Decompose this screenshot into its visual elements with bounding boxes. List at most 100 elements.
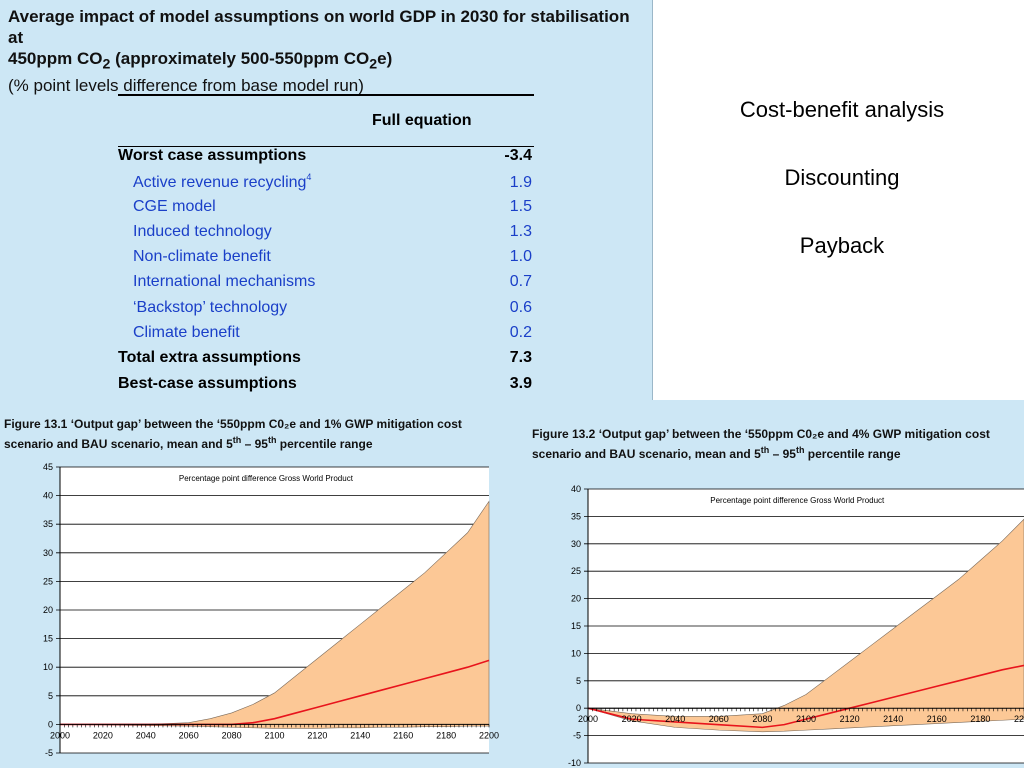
table-row: Worst case assumptions -3.4 — [118, 147, 534, 172]
y-tick-label: 5 — [576, 676, 581, 686]
output-gap-chart-2: -10 -5 0 5 10 15 20 25 30 35 40 2000 2020 2040 2060 208… — [568, 484, 1024, 768]
x-tick-label: 2100 — [264, 730, 284, 740]
x-tick-label: 2040 — [136, 730, 156, 740]
table-header-rule — [118, 146, 534, 147]
title-part: e) — [377, 49, 393, 68]
caption-part: percentile range — [276, 437, 373, 451]
y-tick-label: -5 — [573, 731, 581, 741]
title-sub: 2 — [102, 56, 111, 73]
table-title: Average impact of model assumptions on w… — [8, 6, 648, 96]
note-payback: Payback — [799, 233, 885, 258]
y-tick-label: 35 — [43, 519, 53, 529]
y-tick-label: 40 — [43, 491, 53, 501]
x-tick-label: 2120 — [840, 714, 860, 724]
row-value: 1.5 — [509, 197, 532, 215]
x-tick-label: 2060 — [179, 730, 199, 740]
title-part: 450ppm CO — [8, 49, 103, 68]
table-row: Non-climate benefit 1.0 — [118, 248, 534, 273]
table-row: Climate benefit 0.2 — [118, 324, 534, 349]
title-part: (approximately 500-550ppm CO — [110, 49, 370, 68]
row-label: International mechanisms — [133, 273, 316, 291]
row-value: 3.9 — [509, 374, 532, 392]
figure-13-1-panel: Figure 13.1 ‘Output gap’ between the ‘55… — [0, 406, 530, 768]
table-header-row: Full equation — [118, 96, 534, 146]
row-label-wrap: Non-climate benefit — [118, 248, 271, 266]
figure-13-2-caption: Figure 13.2 ‘Output gap’ between the ‘55… — [532, 426, 1022, 462]
row-value: 0.2 — [509, 324, 532, 342]
x-tick-label: 2160 — [927, 714, 947, 724]
x-tick-label: 2000 — [50, 730, 70, 740]
row-value: 1.0 — [509, 248, 532, 266]
footnote-marker: 4 — [306, 172, 312, 183]
y-tick-label: 40 — [571, 484, 581, 494]
x-tick-label: 2140 — [883, 714, 903, 724]
caption-part: – 95 — [769, 447, 796, 461]
row-label-wrap: Induced technology — [118, 223, 272, 241]
caption-line2: scenario and BAU scenario, mean and 5th … — [4, 432, 528, 452]
row-label: Worst case assumptions — [118, 147, 307, 164]
caption-sup: th — [795, 445, 805, 455]
x-tick-label: 2200 — [479, 730, 499, 740]
row-value: -3.4 — [504, 147, 532, 164]
y-tick-label: 10 — [571, 648, 581, 658]
y-tick-label: 45 — [43, 462, 53, 472]
caption-part: – 95 — [241, 437, 268, 451]
caption-sup: th — [267, 435, 277, 445]
caption-part: percentile range — [804, 447, 901, 461]
x-tick-label: 2120 — [307, 730, 327, 740]
y-tick-label: 5 — [48, 691, 53, 701]
y-tick-label: 35 — [571, 511, 581, 521]
chart-title: Percentage point difference Gross World … — [710, 496, 885, 505]
y-tick-label: 25 — [43, 576, 53, 586]
table-row: International mechanisms 0.7 — [118, 273, 534, 298]
row-label: ‘Backstop’ technology — [133, 298, 288, 316]
y-tick-label: -10 — [568, 758, 581, 768]
x-tick-label: 2080 — [752, 714, 772, 724]
x-tick-label: 2020 — [622, 714, 642, 724]
x-tick-label: 2040 — [665, 714, 685, 724]
row-label: Climate benefit — [133, 324, 240, 342]
row-value: 1.3 — [509, 222, 532, 240]
x-tick-label: 2100 — [796, 714, 816, 724]
x-tick-label: 2180 — [436, 730, 456, 740]
table-row: Induced technology 1.3 — [118, 223, 534, 248]
x-tick-label: 2160 — [393, 730, 413, 740]
table-row: Best-case assumptions 3.9 — [118, 375, 534, 400]
y-tick-label: 20 — [43, 605, 53, 615]
table-title-line1: Average impact of model assumptions on w… — [8, 7, 630, 47]
table-title-line2: 450ppm CO2 (approximately 500-550ppm CO2… — [8, 48, 648, 75]
impact-table: Full equation Worst case assumptions -3.4… — [118, 94, 534, 400]
table-body: Worst case assumptions -3.4 Active revenue… — [118, 147, 534, 400]
percentile-band-area — [587, 518, 1024, 733]
percentile-band-area — [59, 500, 490, 729]
x-tick-label: 2180 — [970, 714, 990, 724]
y-tick-label: 0 — [48, 719, 53, 729]
row-label: CGE model — [133, 197, 216, 215]
table-row: Total extra assumptions 7.3 — [118, 349, 534, 374]
y-tick-label: 0 — [576, 703, 581, 713]
row-label: Active revenue recycling — [133, 173, 307, 191]
y-tick-label: 10 — [43, 662, 53, 672]
y-tick-label: 15 — [571, 621, 581, 631]
row-value: 1.9 — [509, 173, 532, 191]
row-label-wrap: Best-case assumptions — [118, 375, 297, 393]
note-cost-benefit: Cost-benefit analysis — [739, 97, 945, 122]
caption-line2: scenario and BAU scenario, mean and 5th … — [532, 442, 1022, 462]
caption-sup: th — [760, 445, 770, 455]
table-row: Active revenue recycling4 1.9 — [118, 172, 534, 197]
chart-title: Percentage point difference Gross World … — [179, 474, 354, 483]
x-tick-label: 2080 — [222, 730, 242, 740]
figure-13-2-panel: Figure 13.2 ‘Output gap’ between the ‘55… — [528, 400, 1024, 768]
y-tick-label: 20 — [571, 594, 581, 604]
y-tick-label: 30 — [571, 539, 581, 549]
row-label: Best-case assumptions — [118, 374, 297, 392]
caption-part: scenario and BAU scenario, mean and 5 — [532, 447, 761, 461]
caption-part: scenario and BAU scenario, mean and 5 — [4, 437, 233, 451]
row-label-wrap: Total extra assumptions — [118, 349, 301, 367]
side-notes: Cost-benefit analysis Discounting Paybac… — [660, 80, 1024, 284]
y-tick-label: -5 — [45, 748, 53, 758]
column-header: Full equation — [372, 112, 472, 129]
figure-13-1-caption: Figure 13.1 ‘Output gap’ between the ‘55… — [4, 416, 528, 452]
x-tick-label: 2020 — [93, 730, 113, 740]
row-label-wrap: International mechanisms — [118, 273, 315, 291]
